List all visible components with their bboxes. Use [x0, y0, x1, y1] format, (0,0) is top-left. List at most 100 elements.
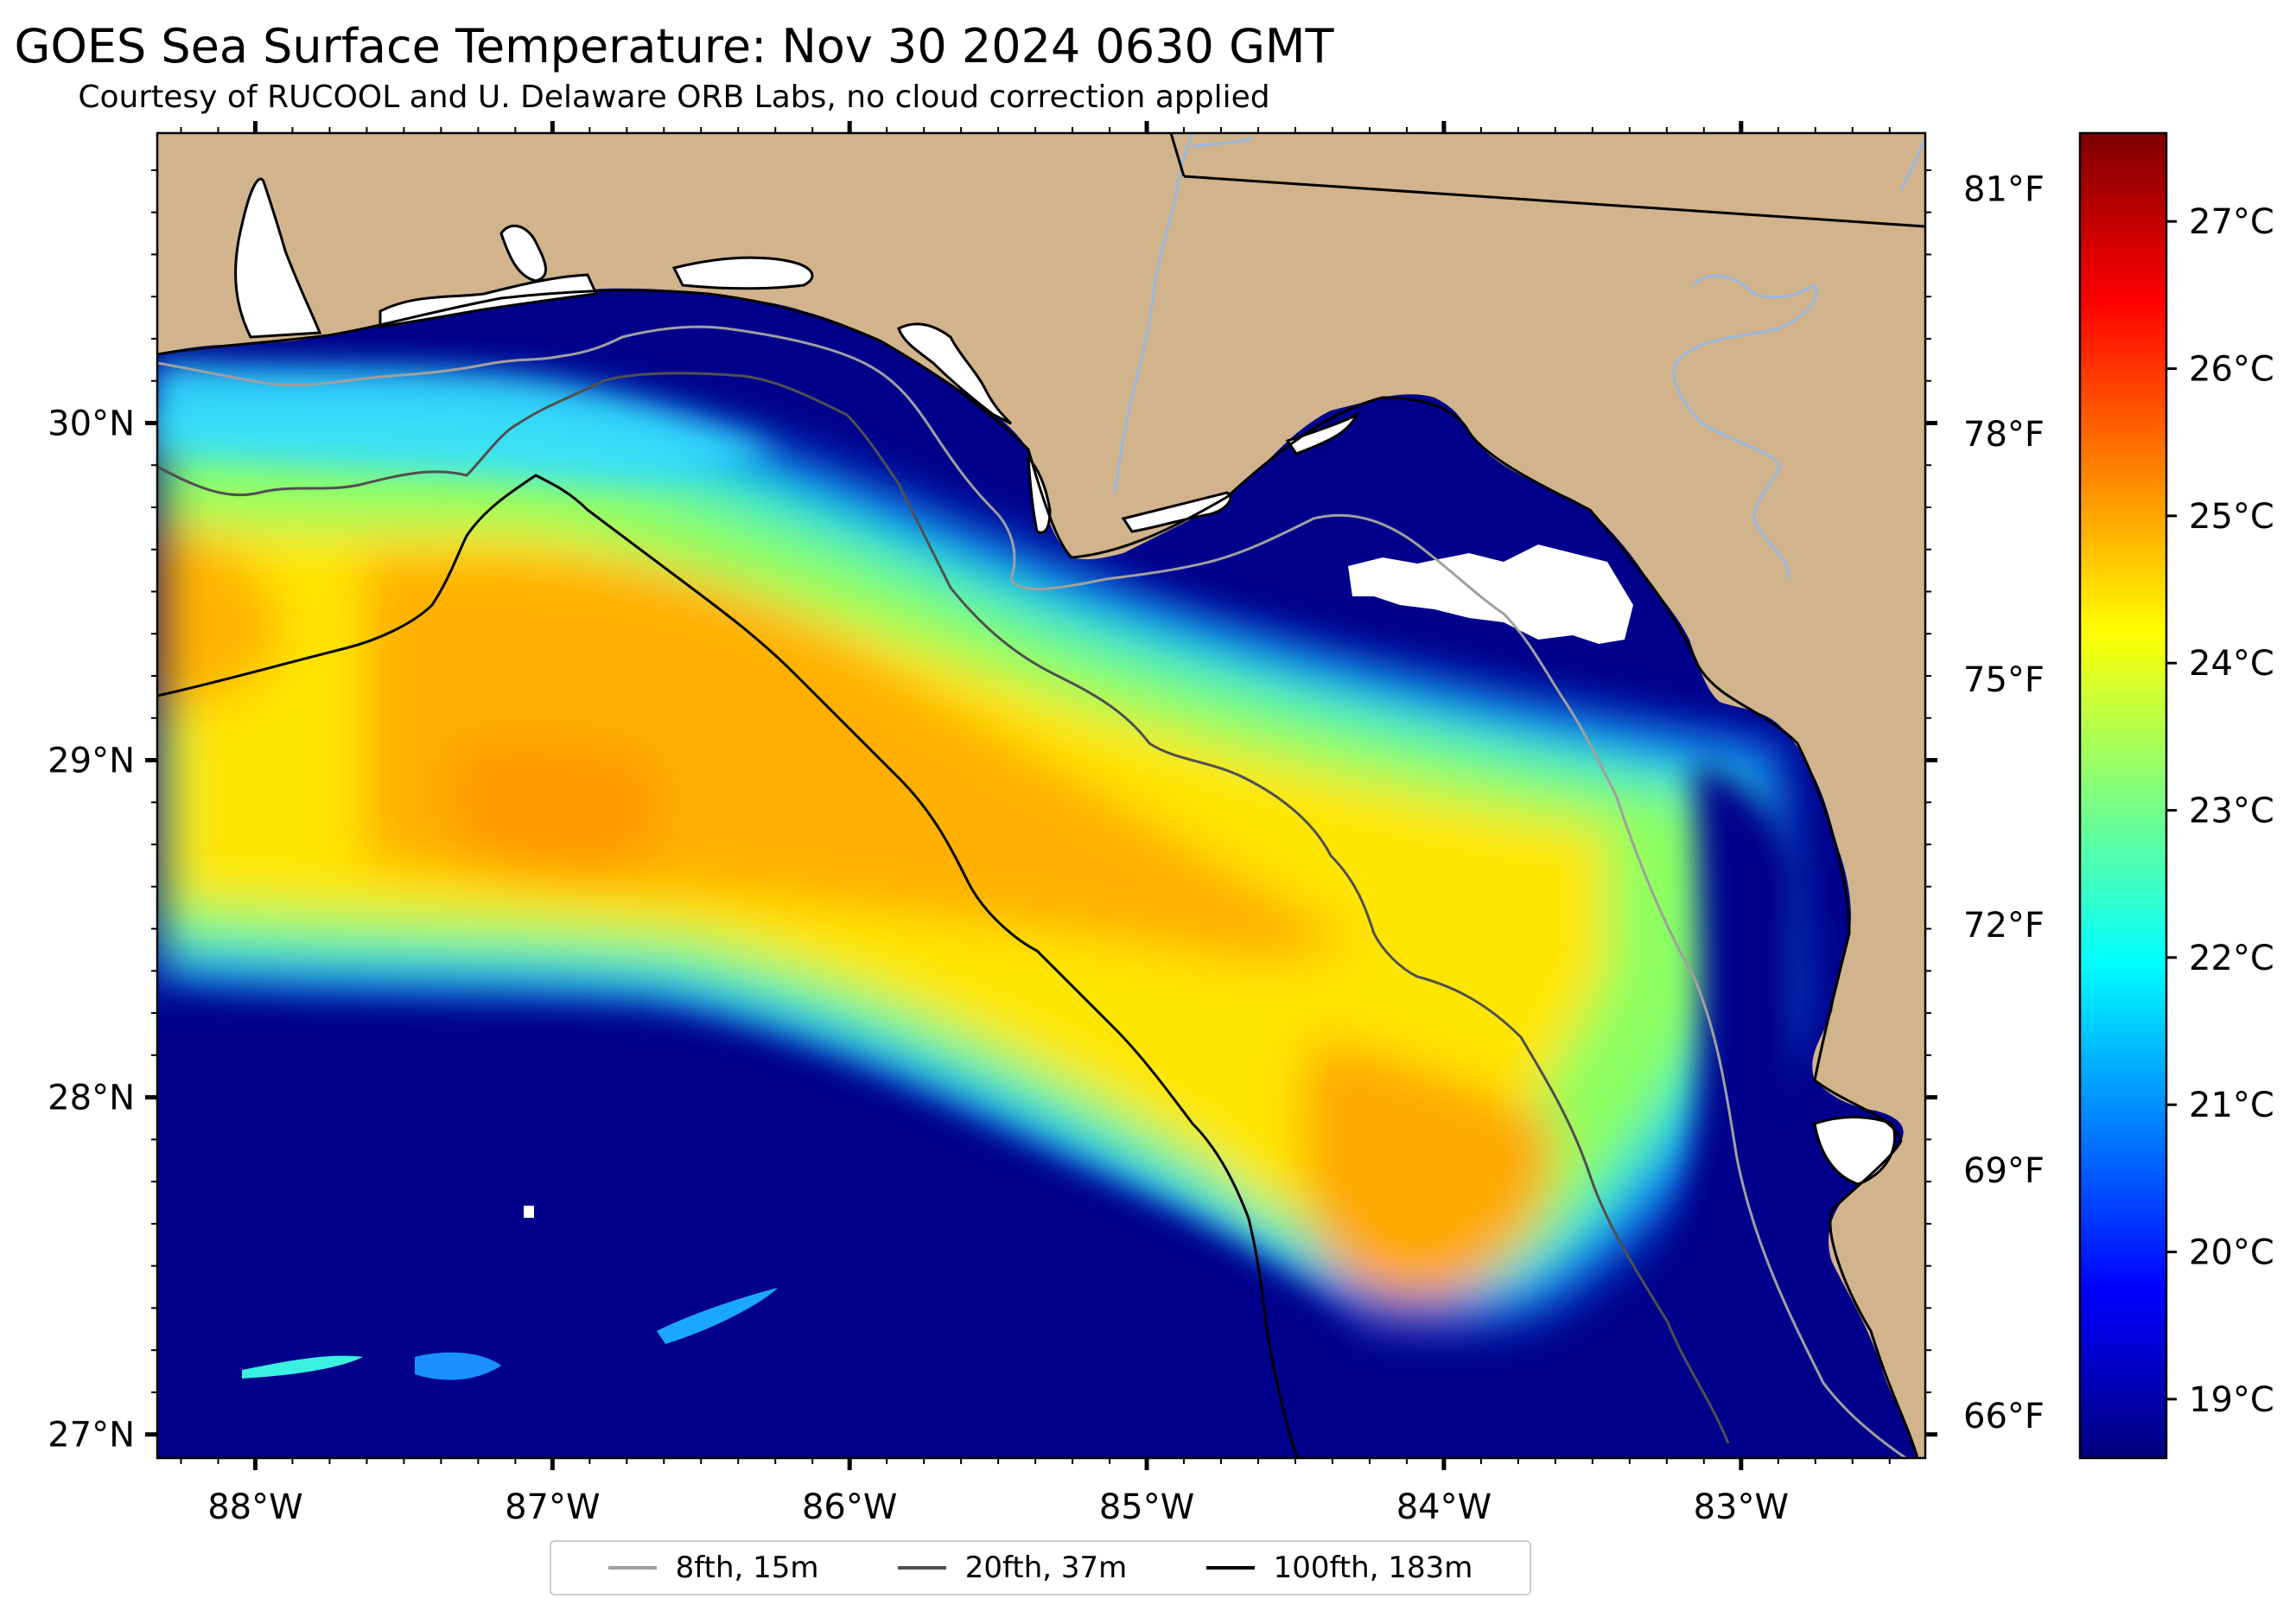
colorbar-step — [2080, 899, 2166, 905]
colorbar-step — [2080, 655, 2166, 662]
legend-swatch-100fth — [1205, 1566, 1255, 1570]
colorbar-step — [2080, 158, 2166, 165]
legend-label-20fth: 20fth, 37m — [964, 1551, 1128, 1585]
map-frame — [156, 131, 1927, 1460]
colorbar-step — [2080, 133, 2166, 139]
colorbar-tick-label: 22°C — [2189, 939, 2274, 978]
colorbar-step — [2080, 1245, 2166, 1252]
colorbar-step — [2080, 1017, 2166, 1024]
colorbar-step — [2080, 246, 2166, 253]
colorbar-step — [2080, 454, 2166, 460]
colorbar-step — [2080, 769, 2166, 776]
colorbar-step — [2080, 1173, 2166, 1180]
colorbar-step — [2080, 220, 2166, 227]
colorbar-step — [2080, 189, 2166, 196]
colorbar-step — [2080, 1313, 2166, 1319]
colorbar-step — [2080, 552, 2166, 558]
legend-item-8fth: 8fth, 15m — [607, 1551, 819, 1585]
map-subtitle: Courtesy of RUCOOL and U. Delaware ORB L… — [78, 80, 1270, 115]
colorbar-step — [2080, 428, 2166, 434]
colorbar-step — [2080, 1240, 2166, 1247]
sst-cool-bands — [157, 372, 1797, 1383]
colorbar-step — [2080, 547, 2166, 553]
colorbar-step — [2080, 1168, 2166, 1175]
colorbar-tick-label: 25°C — [2189, 497, 2274, 537]
colorbar-step — [2080, 288, 2166, 295]
coastal-bays — [234, 177, 1897, 1186]
colorbar-step — [2080, 842, 2166, 848]
colorbar-step — [2080, 469, 2166, 475]
colorbar-step — [2080, 1323, 2166, 1329]
colorbar-step — [2080, 1277, 2166, 1283]
colorbar-step — [2080, 1251, 2166, 1258]
fahrenheit-axis: 81°F 78°F 75°F 72°F 69°F 66°F — [1963, 169, 2045, 1436]
colorbar-step — [2080, 666, 2166, 672]
colorbar-step — [2080, 914, 2166, 920]
colorbar-step — [2080, 940, 2166, 946]
colorbar-step — [2080, 438, 2166, 444]
lon-tick-label: 87°W — [505, 1487, 600, 1527]
colorbar-step — [2080, 521, 2166, 527]
colorbar-step — [2080, 1271, 2166, 1278]
lon-tick-label: 86°W — [802, 1487, 897, 1527]
colorbar-step — [2080, 723, 2166, 729]
colorbar-step — [2080, 1297, 2166, 1303]
colorbar-step — [2080, 1074, 2166, 1081]
colorbar-step — [2080, 743, 2166, 750]
colorbar-step — [2080, 329, 2166, 336]
colorbar-step — [2080, 878, 2166, 884]
colorbar-step — [2080, 1396, 2166, 1402]
colorbar-step — [2080, 614, 2166, 621]
colorbar-step — [2080, 1069, 2166, 1076]
colorbar-step — [2080, 1022, 2166, 1029]
colorbar-step — [2080, 956, 2166, 962]
colorbar-step — [2080, 1085, 2166, 1092]
colorbar-step — [2080, 1334, 2166, 1340]
colorbar-step — [2080, 1261, 2166, 1268]
colorbar-step — [2080, 433, 2166, 439]
lon-tick-label: 88°W — [207, 1487, 302, 1527]
colorbar-step — [2080, 386, 2166, 393]
colorbar-step — [2080, 821, 2166, 828]
colorbar-step — [2080, 1282, 2166, 1288]
colorbar-step — [2080, 1111, 2166, 1118]
fahrenheit-tick-label: 66°F — [1963, 1397, 2045, 1436]
legend-swatch-20fth — [897, 1566, 946, 1570]
colorbar-step — [2080, 1339, 2166, 1345]
legend-item-20fth: 20fth, 37m — [897, 1551, 1128, 1585]
colorbar-step — [2080, 1079, 2166, 1086]
colorbar-step — [2080, 1328, 2166, 1334]
colorbar-step — [2080, 309, 2166, 315]
fahrenheit-tick-label: 81°F — [1963, 169, 2045, 209]
colorbar-step — [2080, 634, 2166, 641]
colorbar-step — [2080, 583, 2166, 589]
latitude-axis: 30°N 29°N 28°N 27°N — [48, 169, 1937, 1455]
colorbar-step — [2080, 800, 2166, 807]
colorbar-step — [2080, 423, 2166, 429]
colorbar-step — [2080, 272, 2166, 279]
colorbar-step — [2080, 137, 2166, 144]
colorbar-step — [2080, 345, 2166, 352]
colorbar-step — [2080, 1162, 2166, 1169]
colorbar-step — [2080, 785, 2166, 792]
colorbar-step — [2080, 982, 2166, 988]
colorbar-tick-label: 21°C — [2189, 1086, 2274, 1125]
colorbar-step — [2080, 1178, 2166, 1185]
colorbar-step — [2080, 1256, 2166, 1263]
colorbar-step — [2080, 449, 2166, 455]
colorbar-step — [2080, 1354, 2166, 1360]
colorbar-tick-label: 26°C — [2189, 350, 2274, 390]
colorbar-step — [2080, 1375, 2166, 1381]
colorbar-step — [2080, 697, 2166, 704]
colorbar-step — [2080, 210, 2166, 217]
colorbar-step — [2080, 376, 2166, 383]
colorbar-step — [2080, 1121, 2166, 1128]
colorbar-step — [2080, 712, 2166, 719]
fahrenheit-tick-label: 75°F — [1963, 660, 2045, 700]
colorbar-step — [2080, 1349, 2166, 1355]
colorbar-step — [2080, 1380, 2166, 1386]
state-boundary — [1183, 175, 1925, 228]
colorbar-step — [2080, 1183, 2166, 1190]
colorbar-step — [2080, 1209, 2166, 1216]
